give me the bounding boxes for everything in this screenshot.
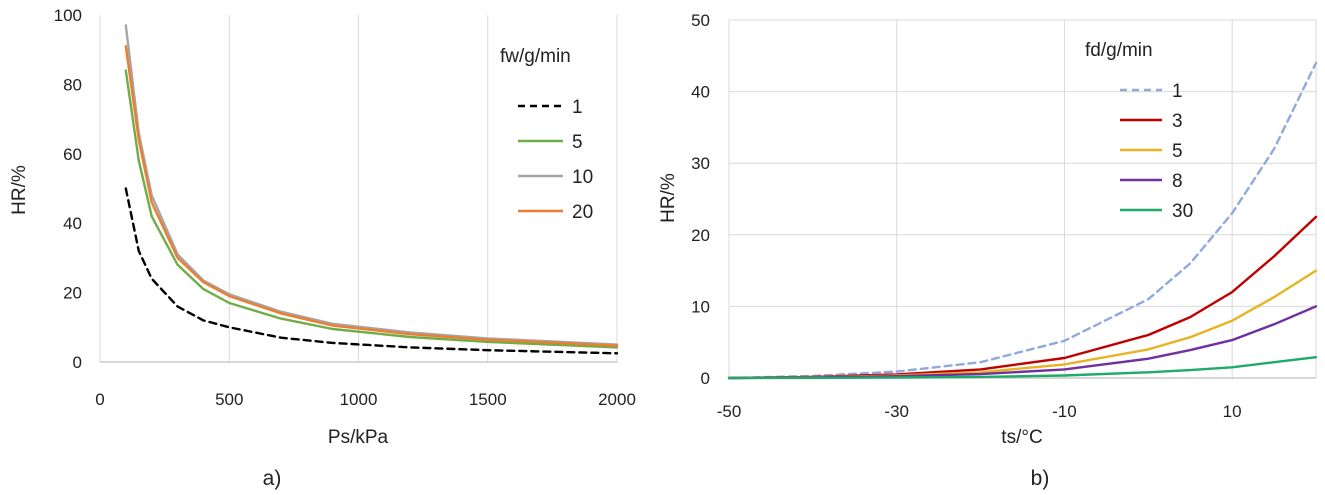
x-axis-label: Ps/kPa [328,427,389,448]
y-tick-label: 100 [54,6,82,25]
x-tick-label: 10 [1223,402,1242,421]
y-tick-label: 10 [691,297,710,316]
legend-label: 1 [1172,81,1183,102]
y-tick-label: 0 [73,353,82,372]
legend-label: 30 [1172,201,1193,222]
series-line-10 [124,24,619,346]
legend-title: fd/g/min [1085,40,1153,61]
chart-panel-a: 0 500 1000 1500 2000 0 20 40 60 80 100 Ps/kPa HR/% fw… [9,6,636,490]
chart-panel-b: -50 -30 -10 10 0 10 20 30 40 50 ts/°C HR/% fd/g/min 1… [658,11,1318,490]
x-tick-label: 500 [215,390,243,409]
legend-label: 8 [1172,171,1183,192]
x-axis-label: ts/°C [1001,427,1042,448]
series-line-20 [124,45,619,347]
y-tick-label: 40 [691,83,710,102]
y-axis-label: HR/% [9,165,30,215]
legend: fw/g/min 1 5 10 20 [500,46,593,223]
series-line-30 [727,356,1318,380]
series-line-1 [124,187,619,355]
x-tick-label: -30 [884,402,909,421]
legend-label: 1 [572,97,583,118]
y-tick-label: 30 [691,154,710,173]
x-tick-label: 2000 [598,390,636,409]
y-tick-label: 20 [691,226,710,245]
y-axis-label: HR/% [658,173,679,223]
y-tick-label: 50 [691,11,710,30]
y-tick-label: 60 [63,145,82,164]
series-line-3 [727,215,1318,380]
legend-label: 5 [1172,141,1183,162]
legend: fd/g/min 1 3 5 8 30 [1085,40,1193,222]
panel-label: a) [263,467,282,490]
x-tick-label: 0 [95,390,104,409]
legend-label: 5 [572,132,583,153]
y-tick-label: 20 [63,284,82,303]
legend-title: fw/g/min [500,46,571,67]
legend-label: 3 [1172,111,1183,132]
x-tick-label: 1000 [340,390,378,409]
x-tick-label: -10 [1052,402,1077,421]
series-line-5 [124,69,619,349]
panel-label: b) [1031,467,1050,490]
series-line-5 [727,269,1318,380]
x-tick-label: 1500 [469,390,507,409]
series-line-1 [727,61,1318,380]
legend-label: 10 [572,167,593,188]
y-tick-label: 40 [63,214,82,233]
y-tick-label: 80 [63,75,82,94]
legend-label: 20 [572,202,593,223]
y-tick-label: 0 [701,369,710,388]
x-tick-label: -50 [717,402,742,421]
